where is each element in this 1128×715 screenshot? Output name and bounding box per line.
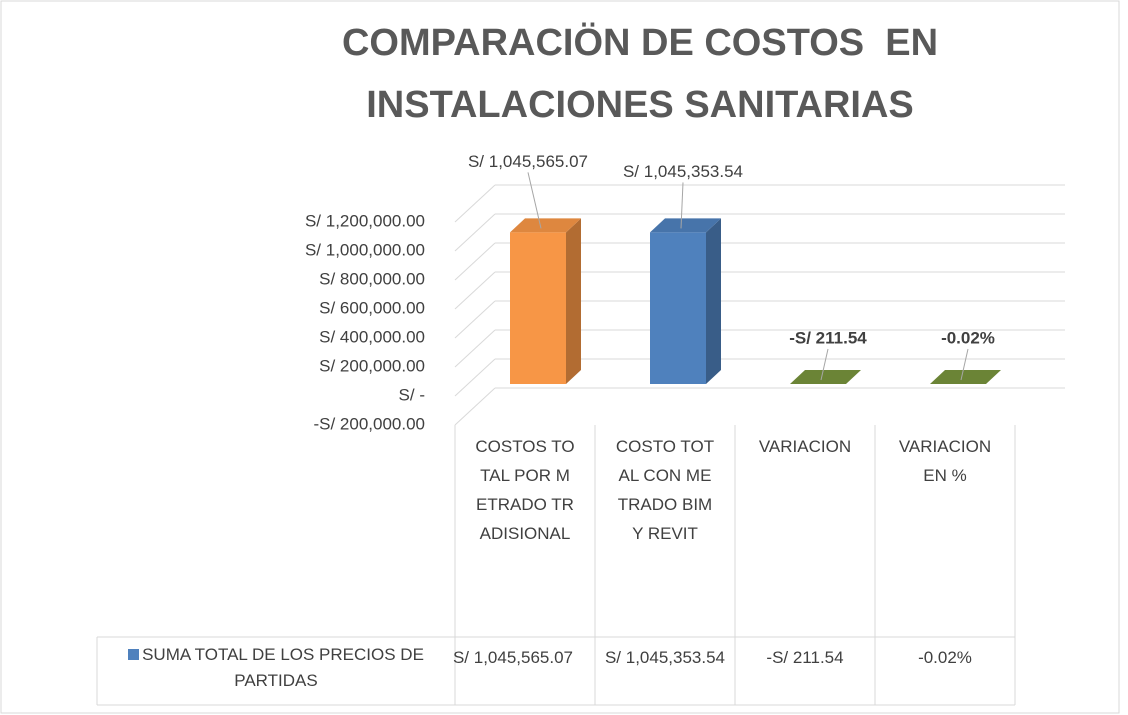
- grid-line: [454, 184, 496, 223]
- bar-front: [650, 232, 706, 384]
- y-tick-label: S/ -: [399, 385, 425, 404]
- bar-side: [706, 218, 721, 384]
- table-cell: S/ 1,045,565.07: [452, 648, 574, 667]
- y-tick-label: S/ 800,000.00: [319, 269, 425, 288]
- legend-key: [128, 649, 140, 660]
- bar: [930, 370, 1001, 384]
- leader-line: [680, 182, 684, 229]
- grid-line: [454, 242, 496, 281]
- legend-entry: SUMA TOTAL DE LOS PRECIOS DE PARTIDAS: [100, 642, 452, 694]
- bar-top: [510, 218, 581, 233]
- grid-line: [454, 271, 496, 310]
- bar-side: [566, 218, 581, 384]
- bar-top: [650, 218, 721, 233]
- y-tick-label: S/ 400,000.00: [319, 327, 425, 346]
- bar-front: [510, 232, 566, 384]
- leader-line: [960, 348, 969, 381]
- bar-top: [790, 370, 861, 384]
- data-label: -S/ 211.54: [789, 328, 867, 347]
- bar: [650, 218, 721, 384]
- data-label: -0.02%: [941, 328, 995, 347]
- x-tick-label: COSTOS TOTAL POR METRADO TRADISIONAL: [475, 437, 575, 543]
- x-tick-label: VARIACION EN %: [898, 437, 992, 485]
- bar: [510, 218, 581, 384]
- y-tick-label: S/ 200,000.00: [319, 356, 425, 375]
- data-label: S/ 1,045,565.07: [468, 152, 588, 171]
- chart-title: COMPARACIÖN DE COSTOS EN: [341, 22, 939, 64]
- grid-line: [454, 300, 496, 339]
- leader-line: [820, 348, 829, 381]
- leader-line: [527, 172, 542, 229]
- bar-side: [846, 370, 861, 385]
- legend-label: SUMA TOTAL DE LOS PRECIOS DE PARTIDAS: [142, 645, 424, 690]
- x-tick-label: VARIACION: [758, 437, 852, 456]
- data-label: S/ 1,045,353.54: [623, 162, 743, 181]
- chart-title: INSTALACIONES SANITARIAS: [366, 84, 914, 126]
- grid-line: [454, 329, 496, 368]
- x-tick-label: COSTO TOTAL CON METRADO BIM Y REVIT: [615, 437, 715, 543]
- table-cell: S/ 1,045,353.54: [604, 648, 726, 667]
- y-tick-label: -S/ 200,000.00: [313, 414, 425, 433]
- table-cell: -0.02%: [918, 648, 972, 667]
- table-cell: -S/ 211.54: [766, 648, 844, 667]
- grid-line: [454, 213, 496, 252]
- y-tick-label: S/ 1,000,000.00: [305, 240, 425, 259]
- grid-line: [454, 358, 496, 397]
- y-tick-label: S/ 1,200,000.00: [305, 211, 425, 230]
- y-tick-label: S/ 600,000.00: [319, 298, 425, 317]
- grid-line: [454, 387, 496, 426]
- bar: [790, 370, 861, 385]
- bar-top: [930, 370, 1001, 384]
